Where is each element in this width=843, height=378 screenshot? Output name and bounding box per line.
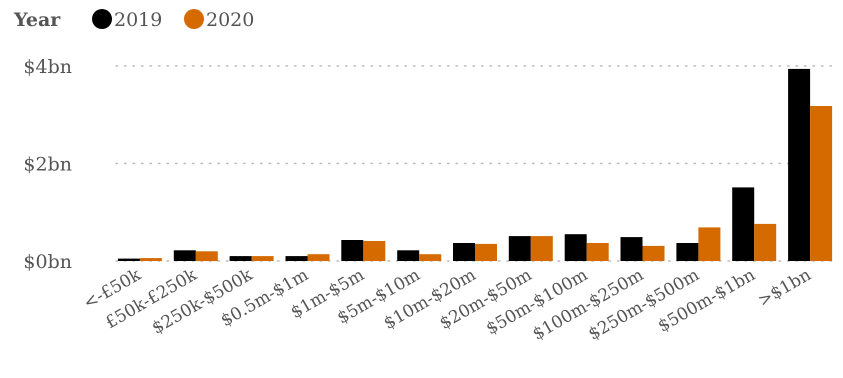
bar-2020-1m-5m <box>363 241 386 261</box>
bar-2019-20m-50m <box>508 236 531 261</box>
bar-2020-100m-250m <box>642 245 665 261</box>
x-axis: <-£50k£50k-£250k$250k-$500k$0.5m-$1m$1m-… <box>80 265 815 345</box>
y-tick-label: $4bn <box>23 56 72 78</box>
x-tick-label: >$1bn <box>755 265 815 311</box>
legend-label-2020: 2020 <box>206 9 254 31</box>
bar-2019-5m-10m <box>397 250 420 261</box>
bars <box>117 68 833 262</box>
bar-2019-250m-500m <box>676 243 699 261</box>
bar-2019-250k-500k <box>229 256 252 261</box>
bar-2020-50k <box>139 258 162 261</box>
bar-2020-50k-250k <box>195 251 218 262</box>
bar-2020-250k-500k <box>251 256 274 261</box>
y-tick-label: $0bn <box>23 251 72 273</box>
bar-2019-50k <box>117 258 140 261</box>
bar-2019-500m-1bn <box>732 187 755 261</box>
bar-2020-50m-100m <box>586 243 609 261</box>
bar-2019-1bn <box>788 68 811 262</box>
legend-label-2019: 2019 <box>114 9 162 31</box>
bar-2020-500m-1bn <box>754 223 777 261</box>
bar-2020-20m-50m <box>530 236 553 261</box>
bar-2020-10m-20m <box>475 243 497 261</box>
bar-2020-5m-10m <box>419 254 442 261</box>
legend-marker-2019 <box>92 9 112 29</box>
bar-2019-0-5m-1m <box>285 256 308 261</box>
legend-title: Year <box>13 9 61 31</box>
bar-2020-1bn <box>810 106 833 261</box>
bar-2020-250m-500m <box>698 227 721 261</box>
legend: Year 2019 2020 <box>13 9 254 31</box>
legend-marker-2020 <box>184 9 204 29</box>
bar-2019-1m-5m <box>341 240 364 261</box>
bar-2020-0-5m-1m <box>307 254 330 261</box>
y-tick-label: $2bn <box>23 154 72 176</box>
bar-2019-50k-250k <box>173 250 196 261</box>
gridlines <box>115 65 837 262</box>
bar-2019-10m-20m <box>453 243 475 261</box>
bar-2019-100m-250m <box>620 237 643 261</box>
bar-2019-50m-100m <box>564 234 587 261</box>
y-axis: $0bn $2bn $4bn <box>23 56 72 273</box>
